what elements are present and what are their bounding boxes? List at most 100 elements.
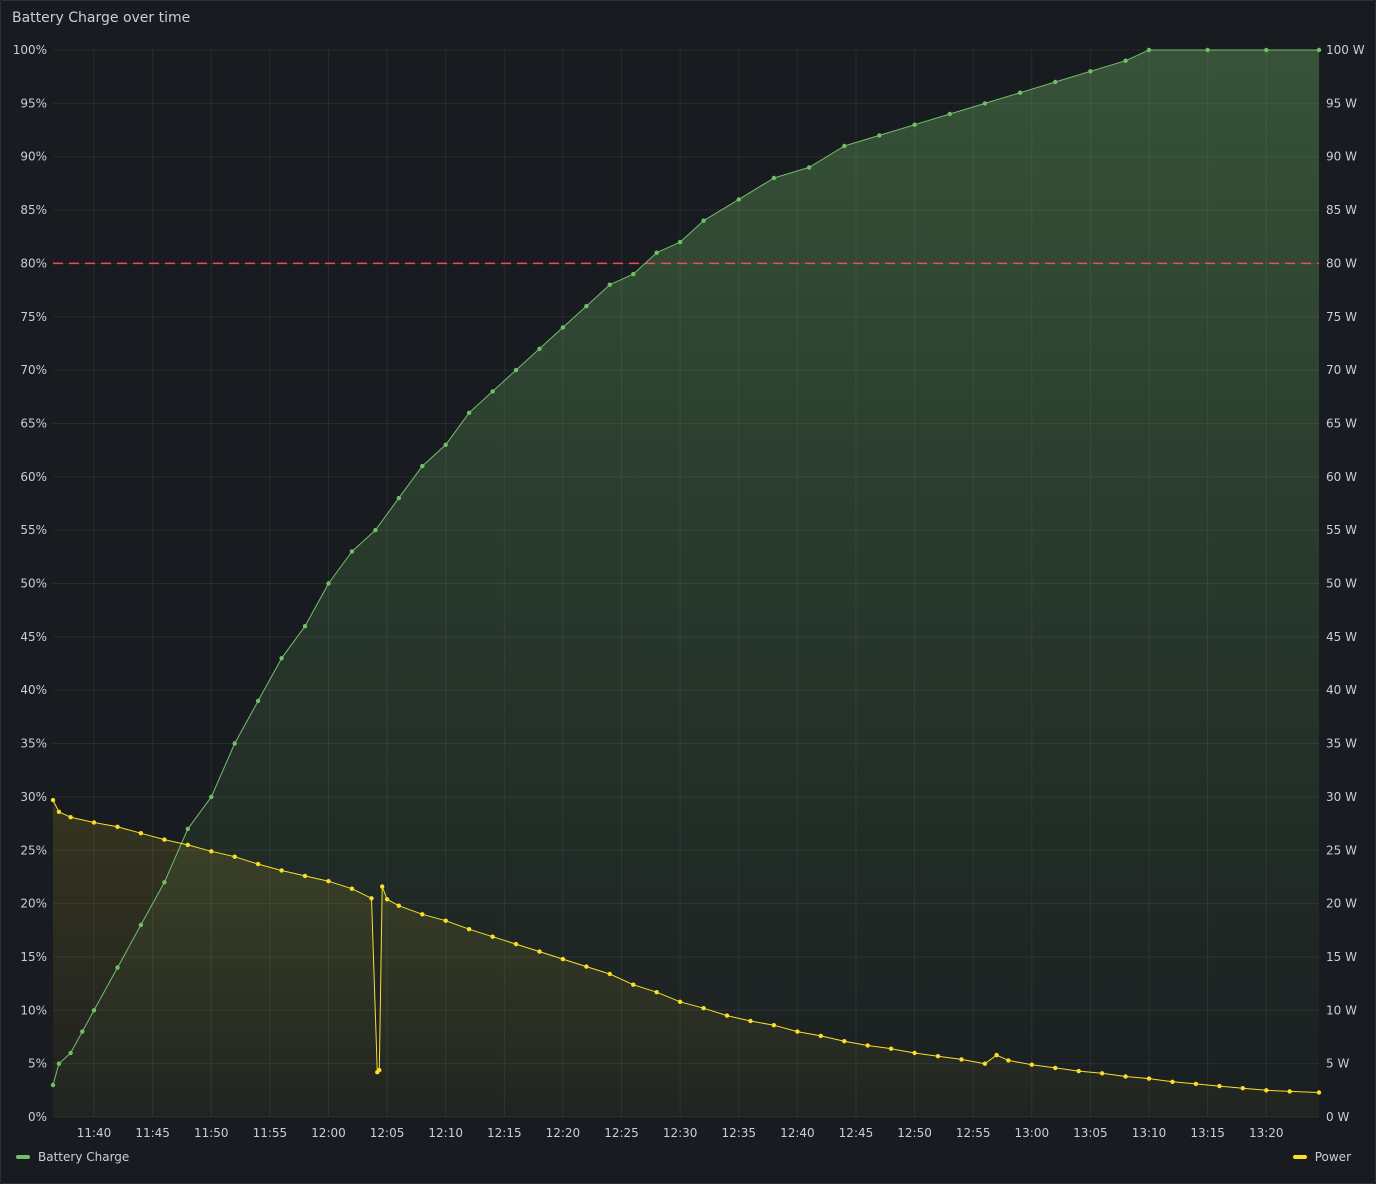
y-tick-label-left: 50% <box>20 577 47 591</box>
legend-label: Power <box>1314 1150 1351 1164</box>
power-area <box>53 800 1319 1117</box>
power-point <box>724 1013 730 1018</box>
y-tick-label-right: 25 W <box>1326 843 1357 857</box>
battery-charge-point <box>1146 47 1152 53</box>
legend-item-power[interactable]: Power <box>1292 1150 1351 1164</box>
battery-charge-point <box>279 656 284 661</box>
battery-charge-point <box>326 581 331 586</box>
y-tick-label-right: 30 W <box>1326 790 1357 804</box>
y-tick-label-right: 80 W <box>1326 256 1357 270</box>
y-tick-label-left: 10% <box>20 1003 47 1017</box>
power-point <box>584 964 589 969</box>
power-point <box>1193 1081 1199 1087</box>
battery-charge-point <box>1088 69 1093 74</box>
battery-charge-point <box>513 367 519 373</box>
y-tick-label-left: 35% <box>20 737 47 751</box>
x-tick-label: 12:30 <box>663 1126 698 1140</box>
power-point <box>537 949 542 954</box>
power-point <box>1170 1079 1175 1085</box>
battery-charge-point <box>537 346 542 351</box>
battery-charge-point <box>701 218 706 223</box>
x-tick-label: 12:10 <box>428 1126 463 1140</box>
y-tick-label-left: 55% <box>20 523 47 537</box>
panel-title: Battery Charge over time <box>12 10 191 26</box>
battery-charge-point <box>1205 47 1210 53</box>
battery-charge-point <box>443 442 448 447</box>
x-tick-label: 11:50 <box>194 1126 229 1140</box>
legend-label: Battery Charge <box>38 1150 130 1164</box>
power-point <box>935 1054 941 1059</box>
power-point <box>1316 1090 1322 1095</box>
y-tick-label-left: 20% <box>20 897 47 911</box>
power-point <box>68 815 73 820</box>
power-point <box>302 873 308 879</box>
power-point <box>888 1046 894 1051</box>
power-point <box>654 990 659 995</box>
battery-charge-point <box>1264 47 1269 53</box>
battery-charge-area <box>53 50 1319 1117</box>
y-tick-label-right: 20 W <box>1326 897 1357 911</box>
power-point <box>185 842 190 848</box>
x-tick-label: 13:05 <box>1073 1126 1108 1140</box>
x-tick-label: 12:50 <box>897 1126 932 1140</box>
power-point <box>384 897 390 902</box>
legend-swatch-power <box>1292 1155 1307 1159</box>
power-point <box>349 886 355 891</box>
power-point <box>420 912 425 917</box>
x-tick-label: 12:25 <box>604 1126 639 1140</box>
battery-charge-point <box>302 624 308 629</box>
power-point <box>1006 1058 1011 1063</box>
x-tick-label: 11:45 <box>135 1126 170 1140</box>
battery-charge-point <box>91 1008 97 1013</box>
battery-charge-point <box>912 122 917 127</box>
battery-charge-point <box>877 133 882 138</box>
power-point <box>138 831 144 836</box>
power-point <box>1029 1062 1035 1067</box>
battery-charge-point <box>255 698 261 704</box>
x-tick-label: 13:20 <box>1249 1126 1284 1140</box>
y-tick-label-left: 70% <box>20 363 47 377</box>
battery-charge-point <box>162 880 167 885</box>
power-point <box>701 1006 706 1011</box>
power-point <box>115 824 120 829</box>
x-tick-label: 11:40 <box>77 1126 112 1140</box>
battery-charge-point <box>490 389 495 394</box>
battery-charge-point <box>631 271 636 277</box>
power-point <box>1146 1076 1152 1081</box>
x-tick-label: 13:10 <box>1132 1126 1167 1140</box>
x-tick-label: 13:15 <box>1190 1126 1225 1140</box>
power-point <box>1264 1088 1269 1093</box>
power-point <box>232 854 237 859</box>
power-point <box>326 879 331 884</box>
battery-charge-point <box>466 410 472 415</box>
x-tick-label: 11:55 <box>253 1126 288 1140</box>
y-tick-label-right: 60 W <box>1326 470 1357 484</box>
power-point <box>255 861 261 867</box>
power-point <box>369 896 374 901</box>
power-point <box>1076 1068 1081 1074</box>
power-point <box>1287 1089 1292 1094</box>
y-tick-label-left: 100% <box>13 43 47 57</box>
y-tick-label-left: 45% <box>20 630 47 644</box>
y-tick-label-right: 45 W <box>1326 630 1357 644</box>
power-point <box>377 1067 382 1073</box>
x-tick-label: 12:45 <box>839 1126 874 1140</box>
y-tick-label-right: 50 W <box>1326 577 1357 591</box>
y-tick-label-left: 25% <box>20 843 47 857</box>
power-point <box>631 982 636 987</box>
power-point <box>513 941 519 947</box>
power-point <box>279 868 284 873</box>
y-tick-label-left: 90% <box>20 150 47 164</box>
power-point <box>982 1061 988 1066</box>
battery-charge-point <box>736 197 741 202</box>
power-point <box>1240 1086 1246 1091</box>
power-point <box>771 1022 777 1028</box>
legend-item-battery-charge[interactable]: Battery Charge <box>16 1150 129 1164</box>
y-tick-label-left: 95% <box>20 96 47 110</box>
power-point <box>865 1043 870 1048</box>
y-tick-label-left: 15% <box>20 950 47 964</box>
battery-charge-point <box>607 282 612 287</box>
power-point <box>677 999 683 1004</box>
y-tick-label-right: 85 W <box>1326 203 1357 217</box>
